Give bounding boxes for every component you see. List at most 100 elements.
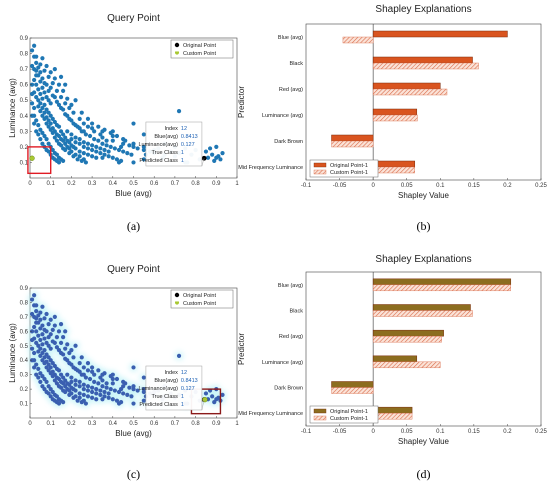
datatip-label: Blue(avg) [154, 378, 178, 384]
data-point [58, 74, 64, 79]
x-tick-label: 0.4 [109, 421, 118, 427]
x-tick-label: 0.15 [468, 429, 480, 435]
data-point [36, 104, 41, 109]
data-point [127, 385, 132, 390]
data-point [102, 371, 107, 376]
data-point [32, 350, 37, 356]
data-point [98, 151, 103, 156]
data-point [42, 116, 47, 121]
bar-custom [372, 310, 473, 317]
data-point [108, 130, 113, 135]
predictor-label: Mid Frequency Luminance [238, 165, 303, 171]
datatip-value: 0.127 [181, 386, 195, 392]
data-point [92, 379, 97, 384]
x-tick-label: -0.05 [333, 429, 347, 435]
data-point [40, 384, 45, 389]
datatip-value: 1 [181, 394, 184, 400]
data-point [52, 67, 57, 72]
data-point [102, 152, 107, 157]
y-tick-label: 0.6 [20, 329, 29, 335]
data-point [110, 397, 115, 402]
y-tick-label: 0.7 [20, 315, 29, 321]
data-point [32, 43, 37, 48]
data-point [38, 137, 43, 142]
datatip-value: 0.127 [181, 142, 195, 148]
y-tick-label: 0.8 [20, 52, 29, 58]
data-point [40, 332, 45, 337]
datatip-value: 0.8413 [181, 134, 198, 140]
data-point [40, 76, 45, 81]
data-point [69, 375, 74, 380]
data-point [48, 394, 53, 399]
data-point [58, 372, 64, 377]
data-point [46, 98, 51, 103]
data-point [65, 129, 70, 134]
chart-title: Query Point [107, 13, 160, 24]
data-point [63, 346, 68, 351]
data-point [32, 293, 37, 298]
legend-original-marker [174, 42, 180, 48]
data-point [58, 129, 64, 134]
x-axis-label: Blue (avg) [115, 189, 152, 198]
bar-original [331, 134, 374, 142]
data-point [44, 365, 49, 370]
data-point [38, 337, 43, 343]
x-axis-label: Shapley Value [398, 437, 450, 446]
x-tick-label: 0.1 [47, 181, 56, 187]
data-point [110, 133, 115, 139]
data-point [42, 133, 47, 139]
data-point [90, 395, 95, 400]
data-point [42, 348, 47, 353]
data-point [38, 353, 43, 358]
y-tick-label: 0.7 [20, 67, 29, 73]
data-point [79, 355, 84, 360]
data-point [71, 110, 76, 115]
data-point [75, 157, 80, 162]
data-point [29, 63, 35, 69]
data-point [48, 371, 53, 376]
data-point [32, 121, 37, 126]
y-tick-label: 0.5 [20, 344, 29, 350]
data-point [38, 70, 43, 75]
data-point [42, 387, 47, 392]
predictor-label: Blue (avg) [278, 283, 303, 289]
data-point [42, 90, 47, 95]
x-tick-label: 0.25 [535, 429, 547, 435]
data-point [61, 381, 66, 386]
data-point [94, 397, 99, 402]
data-point [50, 81, 55, 86]
data-point [129, 152, 134, 157]
data-point [54, 335, 60, 340]
legend-original-label: Original Point-1 [330, 163, 368, 169]
data-point [85, 124, 91, 129]
data-point [40, 85, 45, 90]
x-tick-label: 0 [371, 429, 375, 435]
data-point [42, 102, 47, 107]
data-point [131, 144, 136, 149]
datatip-label: True Class [152, 394, 179, 400]
data-point [63, 378, 68, 383]
x-tick-label: 0.3 [88, 181, 97, 187]
data-point [96, 124, 101, 129]
data-point [34, 129, 39, 134]
data-point [63, 101, 68, 106]
data-point [114, 376, 120, 382]
predictor-label: Blue (avg) [278, 35, 303, 41]
data-point [100, 141, 105, 146]
y-axis-label: Predictor [237, 333, 246, 365]
data-point [71, 365, 76, 370]
data-point [110, 155, 115, 160]
data-point [38, 317, 43, 322]
bar-original [372, 278, 512, 286]
data-point [38, 379, 43, 384]
data-point [121, 149, 126, 154]
data-point [38, 346, 43, 351]
bar-original [372, 82, 441, 90]
data-point [77, 154, 82, 159]
data-point [48, 101, 53, 106]
data-point [38, 371, 43, 376]
data-point [46, 74, 51, 79]
data-point [40, 342, 45, 347]
data-point [100, 378, 105, 383]
